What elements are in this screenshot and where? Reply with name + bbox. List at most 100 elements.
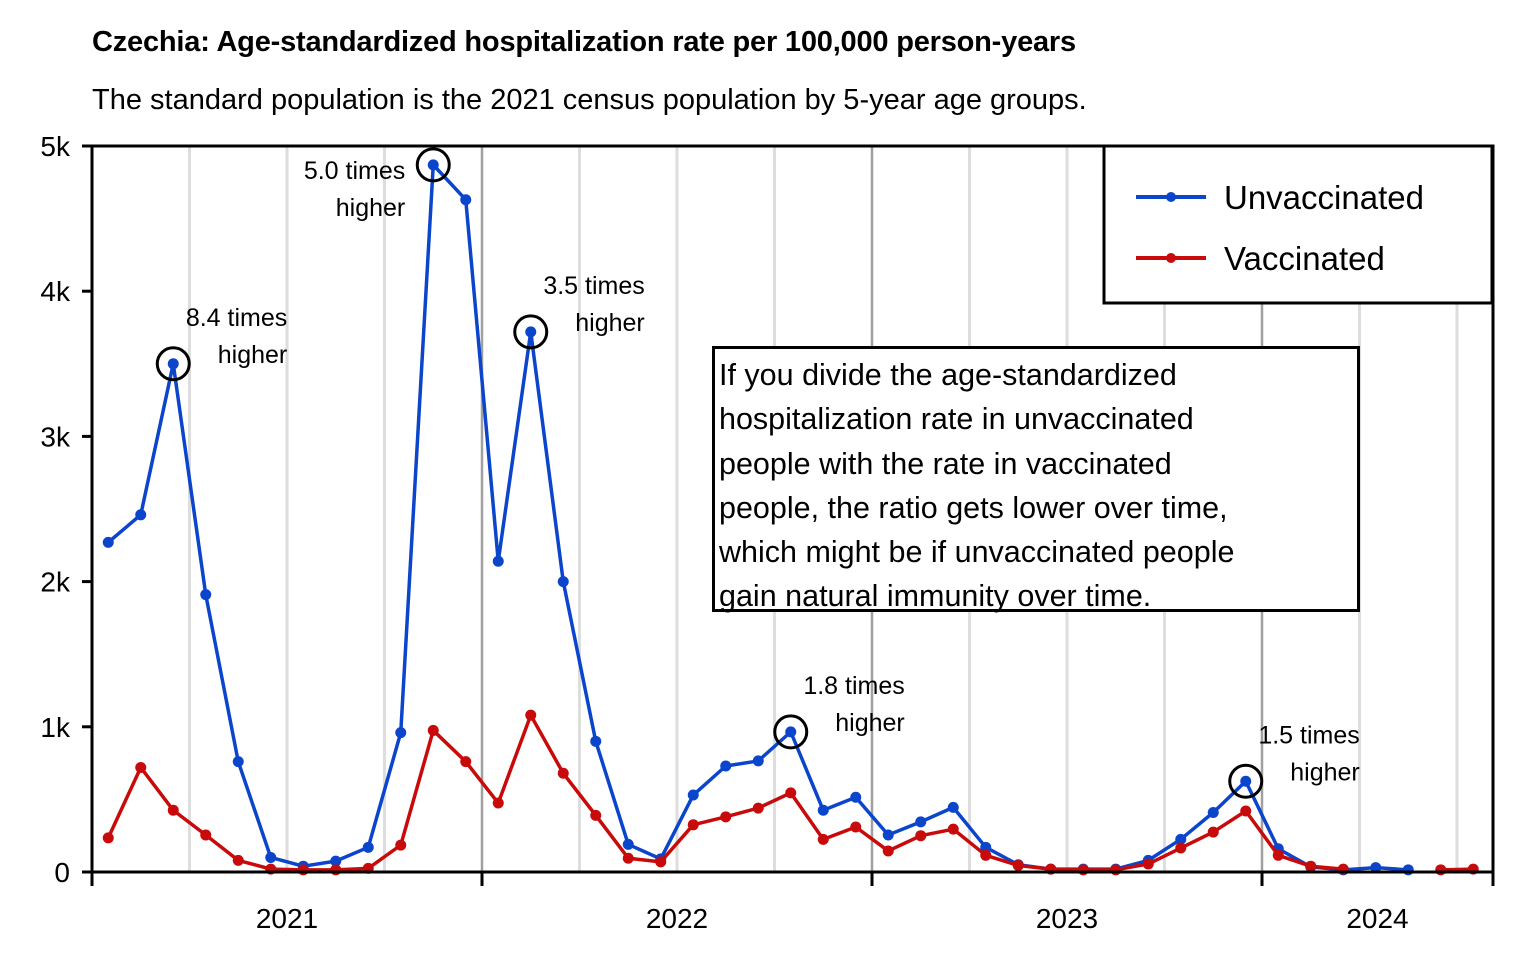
data-point-vaccinated: [460, 756, 472, 768]
data-point-unvaccinated: [200, 589, 212, 601]
annotation-circle: [513, 314, 549, 350]
data-point-unvaccinated: [785, 726, 797, 738]
data-point-unvaccinated: [557, 576, 569, 588]
data-point-vaccinated: [395, 839, 407, 851]
data-point-unvaccinated: [427, 159, 439, 171]
data-point-vaccinated: [525, 709, 537, 721]
data-point-unvaccinated: [720, 760, 732, 772]
data-point-vaccinated: [1305, 860, 1317, 872]
data-point-unvaccinated: [817, 804, 829, 816]
data-point-vaccinated: [1207, 826, 1219, 838]
note-line: which might be if unvaccinated people: [719, 535, 1235, 570]
note-line: gain natural immunity over time.: [719, 579, 1152, 614]
axes-group: 0 1k 2k 3k 4k 5k 2021 2022 2023 2024: [40, 131, 1495, 934]
data-point-vaccinated: [1272, 849, 1284, 861]
data-point-vaccinated: [915, 830, 927, 842]
data-point-unvaccinated: [362, 841, 374, 853]
data-point-unvaccinated: [850, 791, 862, 803]
data-point-unvaccinated: [135, 509, 147, 521]
x-tick-label: 2021: [256, 903, 318, 934]
legend-marker-unvaccinated: [1166, 192, 1176, 202]
annotation-label: 1.8 times: [803, 672, 904, 700]
annotation-label: 8.4 times: [186, 304, 287, 332]
note-line: If you divide the age-standardized: [719, 358, 1177, 392]
data-point-vaccinated: [200, 829, 212, 841]
data-point-vaccinated: [882, 845, 894, 857]
annotation-label: 3.5 times: [543, 272, 644, 300]
data-point-vaccinated: [687, 819, 699, 831]
data-point-vaccinated: [557, 767, 569, 779]
plot-frame: [90, 144, 1495, 874]
annotation-label: higher: [575, 309, 645, 337]
data-point-vaccinated: [427, 724, 439, 736]
annotation-label: higher: [336, 194, 406, 222]
legend-box: [1102, 144, 1494, 305]
data-point-vaccinated: [590, 809, 602, 821]
data-point-unvaccinated: [492, 555, 504, 567]
x-tick-label: 2024: [1346, 903, 1408, 934]
annotation-label: 1.5 times: [1258, 721, 1359, 749]
y-tick-label: 0: [54, 857, 70, 888]
data-point-vaccinated: [297, 864, 309, 876]
data-point-unvaccinated: [687, 789, 699, 801]
x-tick-label: 2023: [1036, 903, 1098, 934]
data-point-unvaccinated: [947, 801, 959, 813]
y-tick-label: 1k: [40, 712, 71, 743]
x-tick-label: 2022: [646, 903, 708, 934]
data-point-vaccinated: [1142, 858, 1154, 870]
chart-subtitle: The standard population is the 2021 cens…: [92, 84, 1087, 116]
legend-label-vaccinated: Vaccinated: [1224, 240, 1385, 277]
legend-label-unvaccinated: Unvaccinated: [1224, 179, 1424, 216]
data-point-vaccinated: [655, 856, 667, 868]
data-point-unvaccinated: [882, 829, 894, 841]
data-point-vaccinated: [817, 833, 829, 845]
data-point-unvaccinated: [1402, 864, 1414, 876]
data-point-vaccinated: [785, 787, 797, 799]
data-point-vaccinated: [330, 864, 342, 876]
data-point-unvaccinated: [395, 727, 407, 739]
data-point-unvaccinated: [590, 735, 602, 747]
annotation-circle: [155, 346, 191, 382]
annotation-circle: [773, 714, 809, 750]
data-point-unvaccinated: [980, 841, 992, 853]
data-point-vaccinated: [1012, 859, 1024, 871]
annotation-circle: [1228, 763, 1264, 799]
data-point-vaccinated: [1077, 864, 1089, 876]
data-point-unvaccinated: [752, 755, 764, 767]
data-point-vaccinated: [135, 761, 147, 773]
note-line: people with the rate in vaccinated: [719, 446, 1172, 481]
series-group: [102, 159, 1479, 876]
data-point-unvaccinated: [525, 326, 537, 338]
data-point-vaccinated: [1110, 864, 1122, 876]
chart-title: Czechia: Age-standardized hospitalizatio…: [92, 26, 1076, 58]
data-point-unvaccinated: [265, 851, 277, 863]
data-point-vaccinated: [167, 804, 179, 816]
legend-marker-vaccinated: [1166, 253, 1176, 263]
data-point-vaccinated: [232, 854, 244, 866]
annotation-note-box: If you divide the age-standardized hospi…: [712, 346, 1360, 613]
y-tick-label: 2k: [40, 567, 71, 598]
data-point-unvaccinated: [232, 756, 244, 768]
annotation-label: higher: [218, 341, 288, 369]
data-point-vaccinated: [1240, 805, 1252, 817]
data-point-vaccinated: [720, 811, 732, 823]
annotation-circle: [415, 147, 451, 183]
series-line-vaccinated: [106, 713, 1344, 872]
data-point-unvaccinated: [1175, 833, 1187, 845]
data-point-unvaccinated: [1370, 862, 1382, 874]
annotation-label: higher: [1290, 758, 1360, 786]
data-point-unvaccinated: [915, 816, 927, 828]
legend: Unvaccinated Vaccinated: [1102, 144, 1494, 305]
data-point-unvaccinated: [102, 536, 114, 548]
annotations-group: 8.4 times higher 5.0 times higher 3.5 times h…: [155, 147, 1360, 799]
y-tick-label: 4k: [40, 276, 71, 307]
annotation-label: higher: [835, 709, 905, 737]
data-point-unvaccinated: [1240, 775, 1252, 787]
y-tick-label: 5k: [40, 131, 71, 162]
data-point-unvaccinated: [460, 194, 472, 206]
data-point-vaccinated: [622, 852, 634, 864]
data-point-vaccinated: [980, 849, 992, 861]
data-point-unvaccinated: [330, 855, 342, 867]
data-point-unvaccinated: [167, 358, 179, 370]
data-point-vaccinated: [850, 821, 862, 833]
